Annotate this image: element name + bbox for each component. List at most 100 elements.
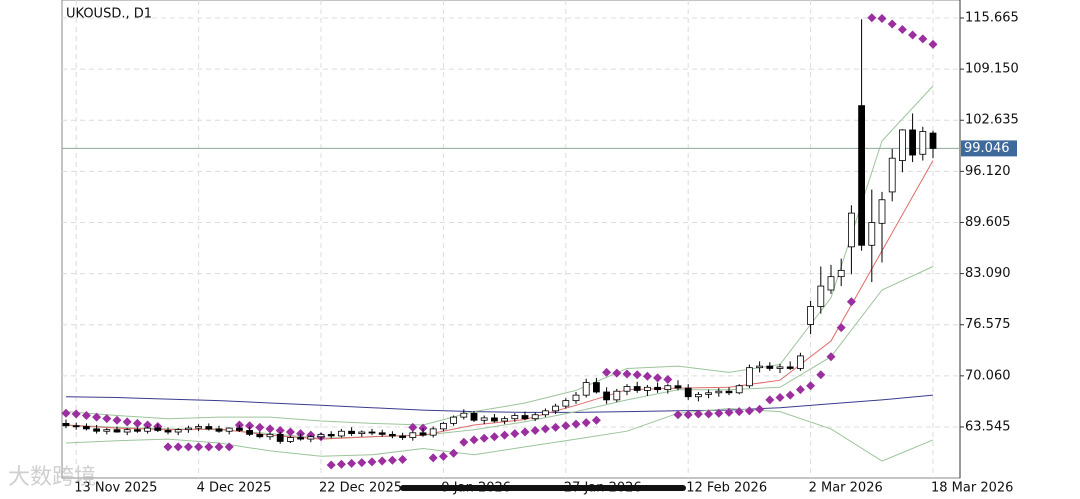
candle-body xyxy=(429,428,437,436)
sar-dot xyxy=(61,408,71,418)
price-box xyxy=(961,140,1017,157)
candle-body xyxy=(460,412,468,418)
sar-dot xyxy=(428,453,438,463)
scroll-bar[interactable] xyxy=(400,485,686,491)
y-tick-label: 76.575 xyxy=(965,317,1011,332)
sar-dot xyxy=(908,30,918,40)
candle-body xyxy=(582,382,590,396)
candle-body xyxy=(480,417,488,421)
sar-dot xyxy=(663,374,673,384)
sar-dot xyxy=(510,429,520,439)
candle-body xyxy=(307,436,315,440)
sar-dot xyxy=(245,421,255,431)
sar-dot xyxy=(387,455,397,465)
indicator-line xyxy=(65,85,934,426)
sar-dot xyxy=(540,424,550,434)
indicator-line xyxy=(65,394,934,413)
sar-dot xyxy=(673,410,683,420)
candle-body xyxy=(878,199,886,224)
candle-body xyxy=(674,385,682,389)
candle-body xyxy=(858,105,865,246)
sar-dot xyxy=(357,458,367,468)
candle-body xyxy=(511,415,519,420)
candle-body xyxy=(817,285,825,307)
sar-dot xyxy=(214,442,224,452)
sar-dot xyxy=(265,424,275,434)
candle-body xyxy=(552,405,559,412)
candle-body xyxy=(501,418,509,422)
sar-dot xyxy=(836,323,846,333)
candle-body xyxy=(123,429,131,433)
sar-dot xyxy=(928,39,938,49)
x-tick-label: 12 Feb 2026 xyxy=(686,481,767,496)
candle-body xyxy=(593,382,600,393)
candle-body xyxy=(378,432,386,435)
candle-body xyxy=(766,365,774,369)
x-tick-label: 2 Mar 2026 xyxy=(809,481,883,496)
sar-dot xyxy=(877,14,887,24)
y-tick-label: 102.635 xyxy=(965,113,1019,128)
candle-body xyxy=(562,400,570,407)
candle-body xyxy=(633,386,641,391)
candle-body xyxy=(72,425,80,428)
sar-dot xyxy=(785,390,795,400)
candle-body xyxy=(266,433,274,438)
candle-body xyxy=(388,433,396,437)
candle-body xyxy=(154,427,162,431)
candle-body xyxy=(521,415,529,420)
candle-body xyxy=(848,212,855,248)
candle-body xyxy=(572,394,580,402)
sar-dot xyxy=(551,422,561,432)
sar-dot xyxy=(826,352,836,362)
sar-dot xyxy=(438,451,448,461)
candle-body xyxy=(368,431,376,434)
sar-dot xyxy=(775,392,785,402)
sar-dot xyxy=(224,442,234,452)
sar-dot xyxy=(530,425,540,435)
candle-body xyxy=(827,276,835,291)
sar-dot xyxy=(275,425,285,435)
sar-dot xyxy=(92,412,102,422)
sar-dot xyxy=(71,409,81,419)
sar-dot xyxy=(704,409,714,419)
sar-dot xyxy=(816,370,826,380)
candle-body xyxy=(286,437,294,442)
candle-body xyxy=(317,433,325,438)
candle-body xyxy=(450,416,458,424)
sar-dot xyxy=(887,19,897,29)
sar-dot xyxy=(500,430,510,440)
candle-body xyxy=(83,426,90,430)
sar-dot xyxy=(693,409,703,419)
sar-dot xyxy=(479,433,489,443)
candle-body xyxy=(715,390,723,394)
sar-dot xyxy=(255,422,265,432)
sar-dot xyxy=(102,414,112,424)
sar-dot xyxy=(622,369,632,379)
sar-dot xyxy=(744,406,754,416)
candle-body xyxy=(337,430,345,437)
sar-dot xyxy=(632,370,642,380)
sar-dot xyxy=(367,457,377,467)
sar-dot xyxy=(846,297,856,307)
sar-dot xyxy=(765,395,775,405)
candle-body xyxy=(93,428,100,432)
x-tick-label: 13 Nov 2025 xyxy=(74,481,157,496)
candle-body xyxy=(113,429,121,433)
plot-frame xyxy=(61,0,961,479)
sar-dot xyxy=(163,442,173,452)
candle-body xyxy=(490,417,498,422)
candle-body xyxy=(705,392,712,395)
indicator-line xyxy=(65,407,934,462)
watermark: 大数跨境 xyxy=(8,465,96,490)
candle-body xyxy=(297,437,305,440)
candle-body xyxy=(256,433,264,438)
chart-title: UKOUSD., D1 xyxy=(66,7,152,22)
candle-body xyxy=(144,427,152,432)
y-tick-label: 109.150 xyxy=(965,62,1019,77)
sar-dot xyxy=(591,415,601,425)
candle-body xyxy=(868,222,876,246)
candle-body xyxy=(684,387,692,398)
sar-dot xyxy=(612,368,622,378)
